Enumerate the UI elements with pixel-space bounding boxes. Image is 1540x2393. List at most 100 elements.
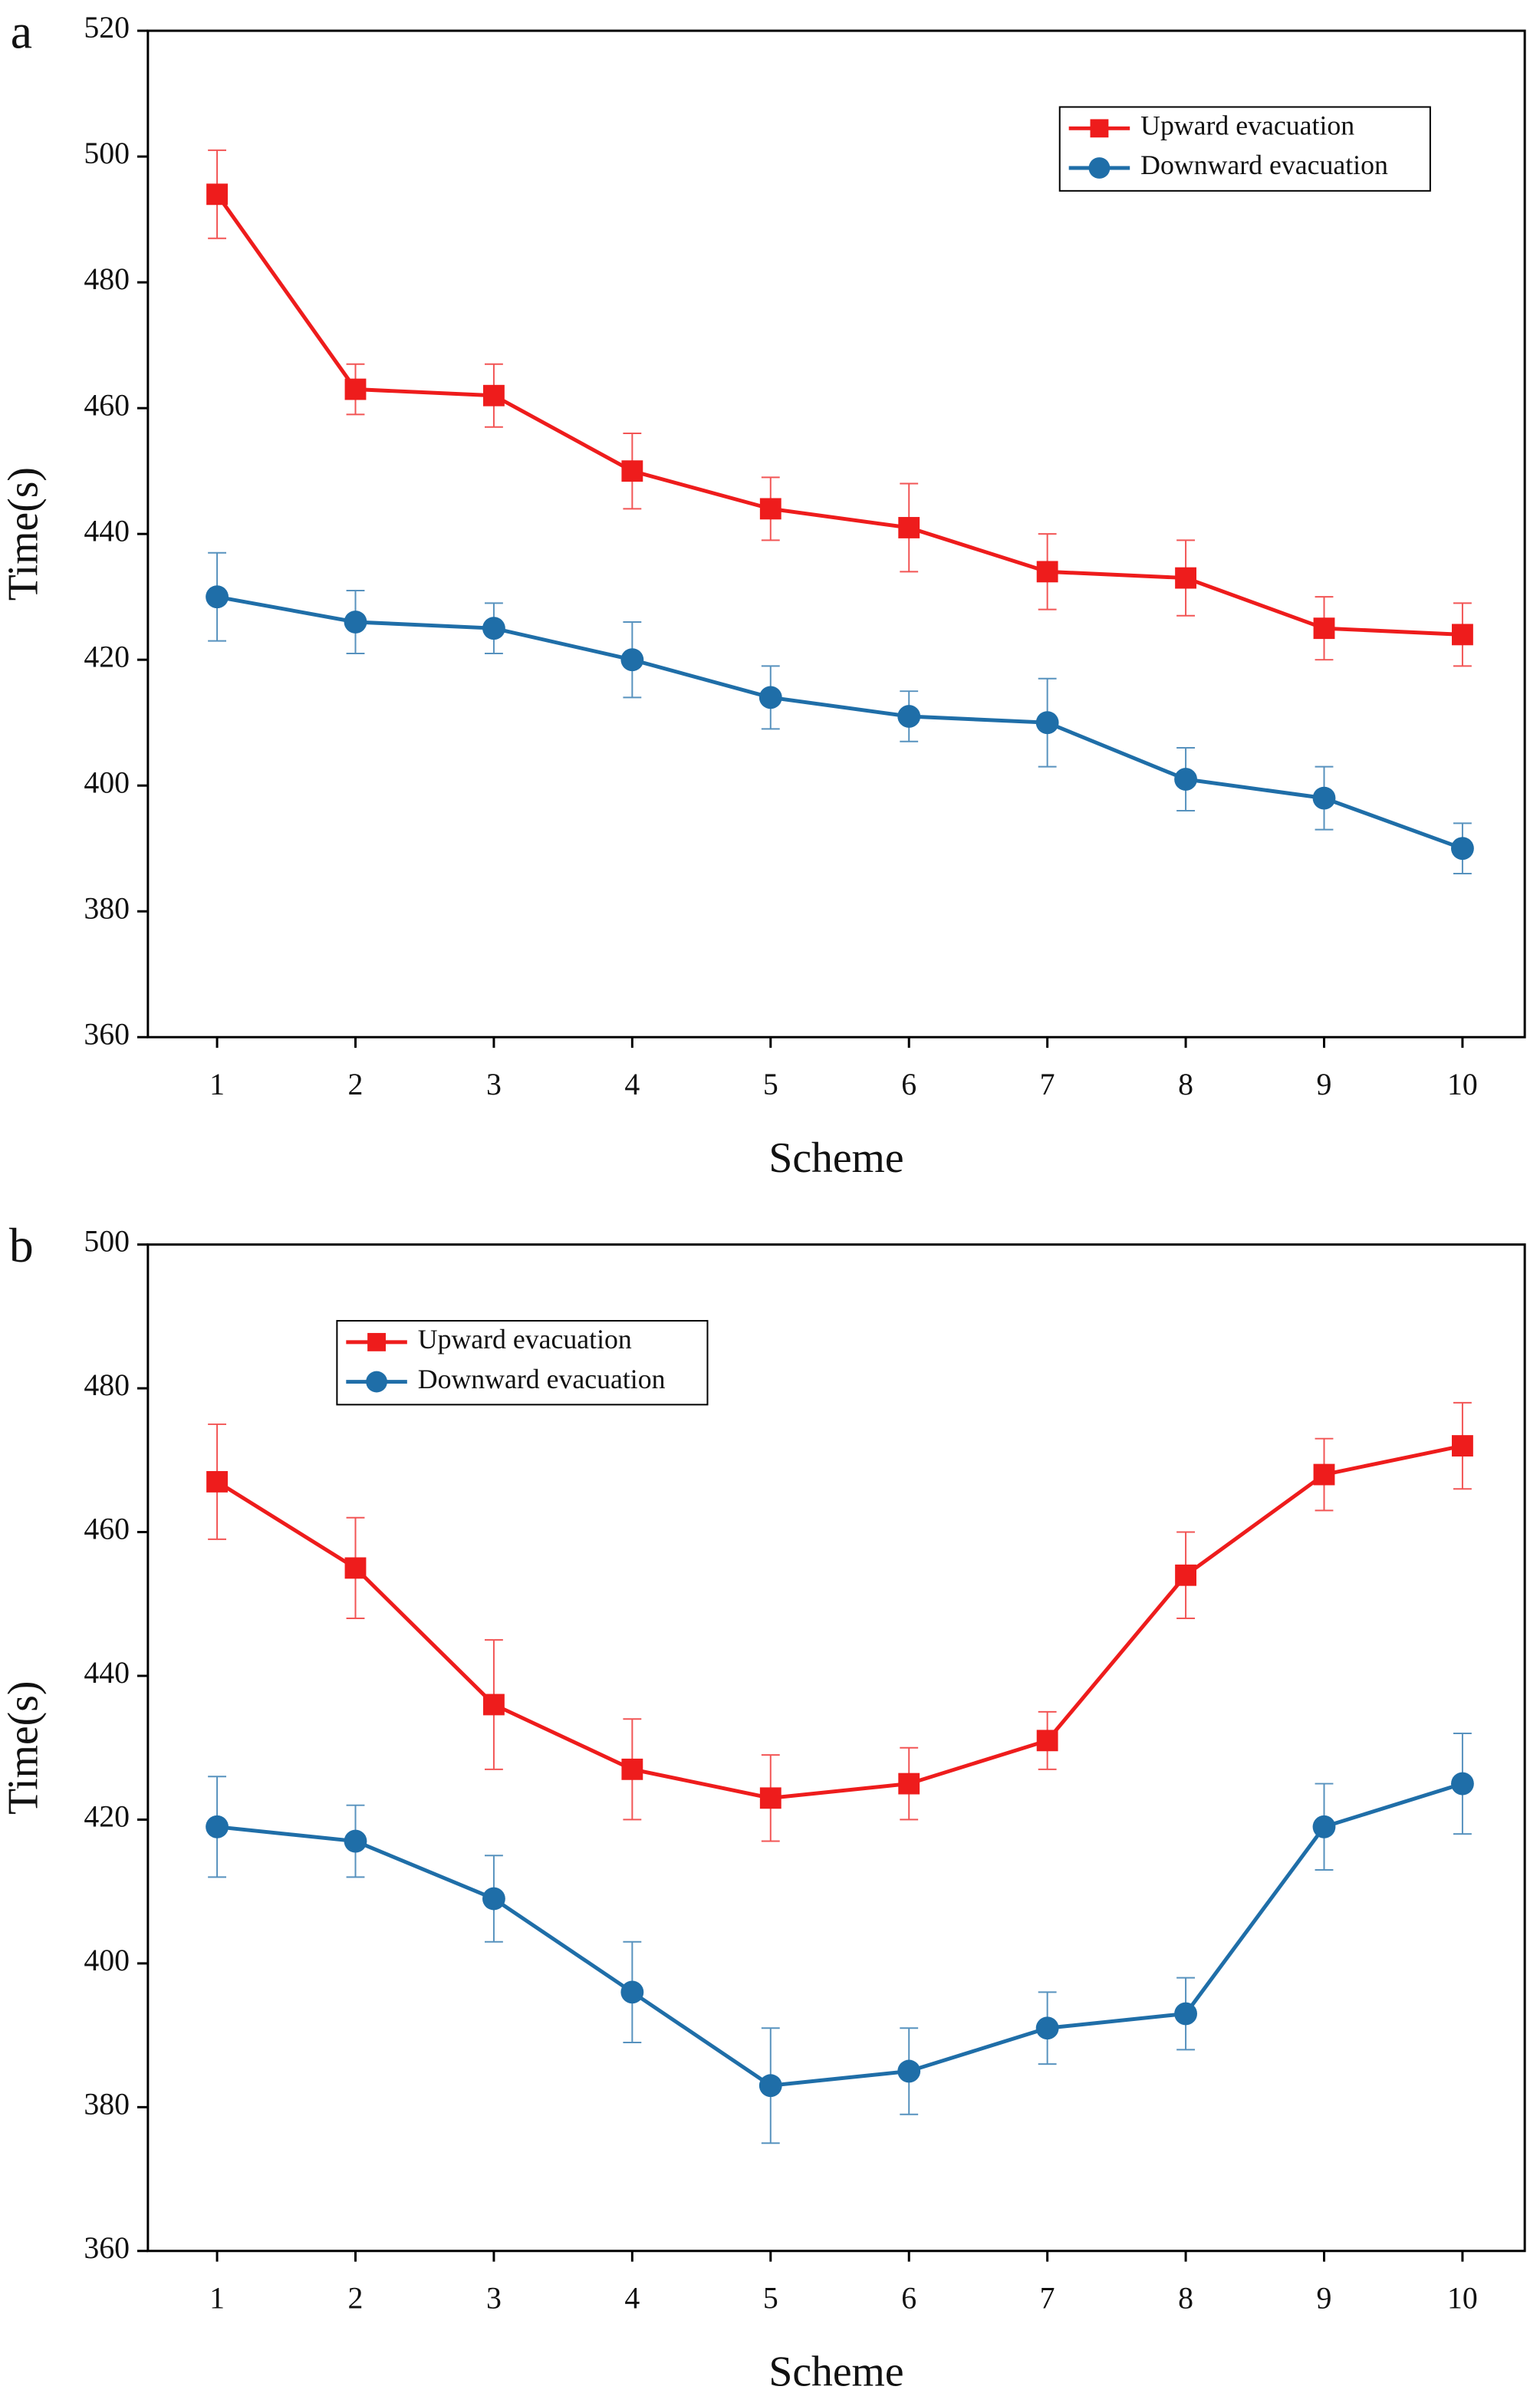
marker <box>897 705 921 728</box>
series-line <box>216 193 1463 637</box>
marker <box>206 183 228 206</box>
x-tick-label: 5 <box>763 2282 778 2316</box>
marker <box>1174 768 1197 791</box>
marker <box>1035 2016 1059 2040</box>
y-tick-label: 380 <box>84 2087 130 2121</box>
x-tick-label: 10 <box>1447 2282 1478 2316</box>
marker <box>344 611 367 634</box>
marker <box>482 1887 505 1911</box>
y-axis-label: Time(s) <box>0 467 48 601</box>
marker <box>1313 1463 1335 1486</box>
marker <box>758 686 782 709</box>
y-tick-label: 380 <box>84 891 130 925</box>
x-axis-label: Scheme <box>768 2349 903 2393</box>
marker <box>1035 711 1059 735</box>
marker <box>1452 1435 1473 1457</box>
marker <box>759 1787 782 1809</box>
x-tick-label: 8 <box>1178 2282 1193 2316</box>
legend-label: Downward evacuation <box>1140 150 1388 180</box>
x-tick-label: 4 <box>624 1068 640 1101</box>
marker <box>483 384 505 407</box>
marker <box>1452 624 1473 646</box>
legend-marker <box>1090 119 1109 138</box>
marker <box>1036 561 1058 583</box>
y-tick-label: 520 <box>84 11 130 44</box>
x-axis-label: Scheme <box>768 1134 903 1182</box>
y-axis-label: Time(s) <box>0 1681 48 1815</box>
marker <box>1175 567 1196 589</box>
y-tick-label: 480 <box>84 262 130 296</box>
y-tick-label: 460 <box>84 388 130 422</box>
x-tick-label: 9 <box>1317 1068 1332 1101</box>
x-tick-label: 6 <box>901 1068 916 1101</box>
y-tick-label: 480 <box>84 1368 130 1402</box>
marker <box>1313 617 1335 640</box>
x-tick-label: 4 <box>624 2282 640 2316</box>
marker <box>758 2074 782 2098</box>
y-tick-label: 400 <box>84 1944 130 1977</box>
x-tick-label: 1 <box>209 1068 225 1101</box>
x-tick-label: 3 <box>486 2282 502 2316</box>
marker <box>1036 1730 1058 1752</box>
y-tick-label: 440 <box>84 514 130 548</box>
y-tick-label: 420 <box>84 640 130 673</box>
y-tick-label: 360 <box>84 2231 130 2265</box>
x-tick-label: 2 <box>348 2282 364 2316</box>
marker <box>1312 786 1336 810</box>
y-tick-label: 500 <box>84 137 130 170</box>
y-tick-label: 360 <box>84 1017 130 1051</box>
marker <box>897 2059 921 2083</box>
marker <box>1175 1564 1196 1586</box>
legend-marker <box>1088 157 1111 179</box>
marker <box>206 1471 228 1493</box>
x-tick-label: 2 <box>348 1068 364 1101</box>
marker <box>621 460 643 482</box>
legend-label: Downward evacuation <box>418 1364 666 1394</box>
x-tick-label: 1 <box>209 2282 225 2316</box>
y-tick-label: 500 <box>84 1225 130 1259</box>
y-tick-label: 400 <box>84 765 130 799</box>
y-tick-label: 420 <box>84 1800 130 1834</box>
x-tick-label: 10 <box>1447 1068 1478 1101</box>
marker <box>206 1815 229 1838</box>
legend-label: Upward evacuation <box>1140 110 1354 141</box>
x-tick-label: 3 <box>486 1068 502 1101</box>
series-line <box>216 594 1463 851</box>
panel-label: a <box>11 5 32 59</box>
marker <box>620 1980 644 2004</box>
marker <box>759 498 782 520</box>
marker <box>206 585 229 609</box>
legend-marker <box>366 1371 387 1393</box>
legend-label: Upward evacuation <box>418 1324 632 1354</box>
marker <box>483 1694 505 1716</box>
x-tick-label: 7 <box>1040 2282 1055 2316</box>
marker <box>1312 1815 1336 1838</box>
marker <box>482 617 505 640</box>
marker <box>621 1758 643 1780</box>
x-tick-label: 9 <box>1317 2282 1332 2316</box>
marker <box>1451 837 1474 861</box>
legend-box <box>336 1320 709 1406</box>
marker <box>898 517 920 538</box>
y-tick-label: 460 <box>84 1512 130 1546</box>
marker <box>344 1557 367 1579</box>
marker <box>898 1773 920 1795</box>
marker <box>1174 2002 1197 2026</box>
plot-frame <box>146 1243 1526 2253</box>
x-tick-label: 8 <box>1178 1068 1193 1101</box>
series-line <box>216 1782 1463 2088</box>
marker <box>620 648 644 672</box>
x-tick-label: 7 <box>1040 1068 1055 1101</box>
y-tick-label: 440 <box>84 1656 130 1690</box>
marker <box>344 1829 367 1853</box>
marker <box>344 378 367 400</box>
legend-marker <box>367 1332 386 1351</box>
marker <box>1451 1772 1474 1796</box>
x-tick-label: 5 <box>763 1068 778 1101</box>
legend-box <box>1058 106 1431 192</box>
x-tick-label: 6 <box>901 2282 916 2316</box>
series-line <box>216 1443 1463 1800</box>
panel-label: b <box>9 1218 34 1272</box>
